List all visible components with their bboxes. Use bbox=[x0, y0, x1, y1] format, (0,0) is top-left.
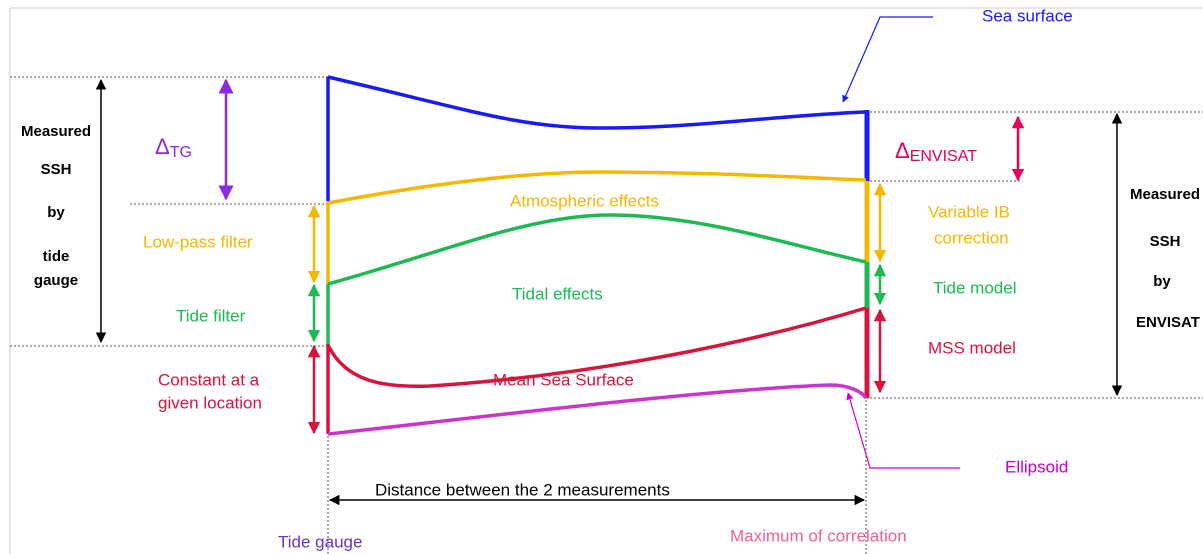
ellipsoid-label: Ellipsoid bbox=[1005, 457, 1068, 476]
label: by bbox=[1153, 273, 1171, 290]
low-pass-filter: Low-pass filter bbox=[143, 232, 253, 251]
mss-model: MSS model bbox=[928, 338, 1016, 357]
arrows bbox=[95, 16, 1123, 506]
label: tide bbox=[43, 248, 70, 265]
symbol: Δ bbox=[155, 134, 170, 159]
delta-tg: ΔTG bbox=[155, 134, 192, 161]
constant-label: Constant at a bbox=[158, 370, 260, 389]
delta-envisat: ΔENVISAT bbox=[895, 138, 977, 165]
surfaces bbox=[326, 75, 870, 436]
tide-model: Tide model bbox=[933, 278, 1016, 297]
frame bbox=[9, 7, 1203, 554]
sea-surface-label: Sea surface bbox=[982, 6, 1073, 25]
label: ENVISAT bbox=[1136, 314, 1200, 331]
atmospheric-effects: Atmospheric effects bbox=[510, 191, 659, 210]
label: SSH bbox=[1150, 233, 1181, 250]
subscript: ENVISAT bbox=[910, 148, 978, 165]
label: Measured bbox=[21, 123, 91, 140]
constant-label: given location bbox=[158, 393, 262, 412]
variable-ib: correction bbox=[934, 228, 1009, 247]
subscript: TG bbox=[170, 144, 192, 161]
symbol: Δ bbox=[895, 138, 910, 163]
mean-sea-surface: Mean Sea Surface bbox=[493, 370, 634, 389]
label: gauge bbox=[34, 272, 78, 289]
label: Measured bbox=[1130, 186, 1200, 203]
tide-gauge-label: Tide gauge bbox=[278, 532, 362, 551]
tidal-effects: Tidal effects bbox=[512, 284, 603, 303]
maximum-of-correlation: Maximum of correlation bbox=[730, 526, 907, 545]
guide-lines bbox=[10, 76, 1203, 554]
left-measured: Measured SSH by tide gauge bbox=[21, 123, 91, 289]
distance-label: Distance between the 2 measurements bbox=[375, 480, 670, 499]
label: SSH bbox=[41, 161, 72, 178]
tide-filter: Tide filter bbox=[176, 306, 246, 325]
right-measured: Measured SSH by ENVISAT bbox=[1130, 186, 1200, 331]
label: by bbox=[47, 204, 65, 221]
variable-ib: Variable IB bbox=[928, 202, 1010, 221]
